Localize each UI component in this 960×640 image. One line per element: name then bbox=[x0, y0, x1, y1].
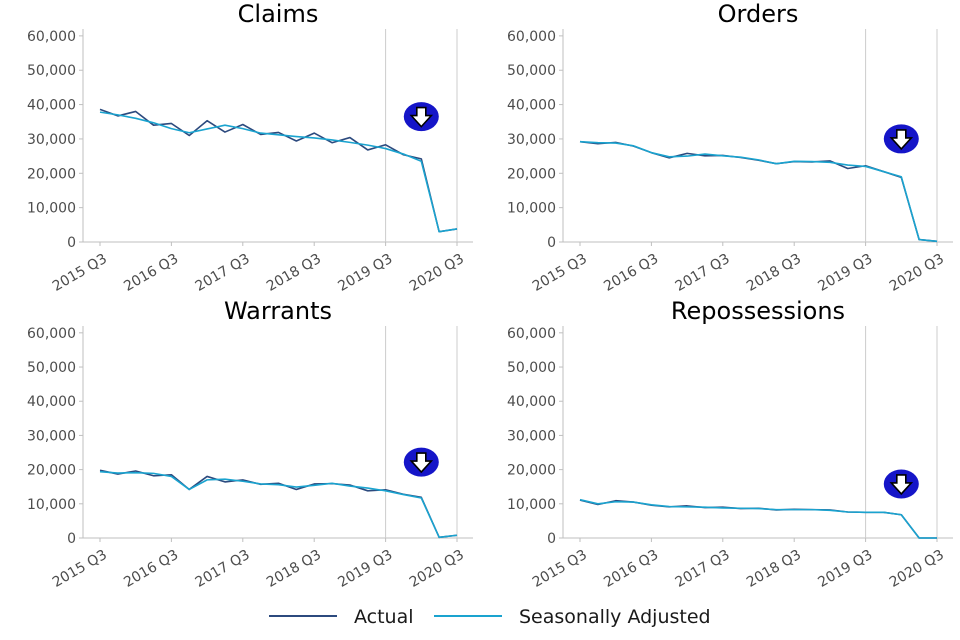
legend-label-seasonally-adjusted: Seasonally Adjusted bbox=[519, 606, 711, 628]
y-tick-label-claims-50000: 50,000 bbox=[27, 63, 76, 79]
y-tick-label-claims-0: 0 bbox=[67, 235, 76, 251]
y-tick-label-orders-50000: 50,000 bbox=[507, 63, 556, 79]
x-tick-label-claims-2020-q3: 2020 Q3 bbox=[407, 251, 467, 295]
panel-warrants: Warrants 0 10,000 20,000 30,000 40,000 50,000 6… bbox=[27, 297, 473, 591]
y-tick-label-warrants-60000: 60,000 bbox=[27, 326, 76, 342]
y-tick-label-claims-60000: 60,000 bbox=[27, 29, 76, 45]
series-line-claims-seasonally-adjusted bbox=[99, 111, 458, 233]
x-tick-label-warrants-2019-q3: 2019 Q3 bbox=[335, 547, 395, 591]
y-tick-label-repossessions-50000: 50,000 bbox=[507, 360, 556, 376]
y-tick-label-warrants-50000: 50,000 bbox=[27, 360, 76, 376]
y-tick-label-repossessions-30000: 30,000 bbox=[507, 428, 556, 444]
y-tick-label-orders-60000: 60,000 bbox=[507, 29, 556, 45]
y-tick-label-orders-20000: 20,000 bbox=[507, 166, 556, 182]
y-tick-label-claims-30000: 30,000 bbox=[27, 132, 76, 148]
x-tick-label-claims-2017-q3: 2017 Q3 bbox=[193, 251, 253, 295]
legend: Actual Seasonally Adjusted bbox=[269, 606, 711, 628]
x-tick-label-claims-2019-q3: 2019 Q3 bbox=[335, 251, 395, 295]
chart-panels: Claims 0 10,000 20,000 30,000 40,000 50,000 60,… bbox=[27, 0, 953, 591]
y-tick-label-warrants-20000: 20,000 bbox=[27, 463, 76, 479]
series-line-orders-seasonally-adjusted bbox=[579, 140, 938, 243]
x-tick-label-claims-2018-q3: 2018 Q3 bbox=[264, 251, 324, 295]
y-tick-label-repossessions-0: 0 bbox=[547, 531, 556, 547]
x-tick-label-orders-2018-q3: 2018 Q3 bbox=[744, 251, 804, 295]
x-tick-label-repossessions-2020-q3: 2020 Q3 bbox=[887, 547, 947, 591]
down-arrow-icon bbox=[883, 124, 919, 154]
x-tick-label-orders-2019-q3: 2019 Q3 bbox=[815, 251, 875, 295]
panel-title-orders: Orders bbox=[718, 0, 799, 28]
legend-label-actual: Actual bbox=[354, 606, 414, 628]
y-tick-label-warrants-0: 0 bbox=[67, 531, 76, 547]
x-tick-label-warrants-2017-q3: 2017 Q3 bbox=[193, 547, 253, 591]
series-line-repossessions-seasonally-adjusted bbox=[579, 498, 937, 539]
y-tick-label-repossessions-60000: 60,000 bbox=[507, 326, 556, 342]
y-tick-label-orders-0: 0 bbox=[547, 235, 556, 251]
x-tick-label-warrants-2015-q3: 2015 Q3 bbox=[50, 547, 110, 591]
x-tick-label-repossessions-2016-q3: 2016 Q3 bbox=[601, 547, 661, 591]
x-tick-label-claims-2015-q3: 2015 Q3 bbox=[50, 251, 110, 295]
y-tick-label-repossessions-40000: 40,000 bbox=[507, 394, 556, 410]
y-tick-label-orders-40000: 40,000 bbox=[507, 98, 556, 114]
y-tick-label-claims-10000: 10,000 bbox=[27, 201, 76, 217]
x-tick-label-repossessions-2019-q3: 2019 Q3 bbox=[815, 547, 875, 591]
y-tick-label-claims-40000: 40,000 bbox=[27, 98, 76, 114]
panel-orders: Orders 0 10,000 20,000 30,000 40,000 50,000 60,… bbox=[507, 0, 953, 295]
panel-title-repossessions: Repossessions bbox=[671, 297, 845, 325]
series-line-orders-actual bbox=[579, 140, 938, 243]
x-tick-label-warrants-2016-q3: 2016 Q3 bbox=[121, 547, 181, 591]
panel-claims: Claims 0 10,000 20,000 30,000 40,000 50,000 60,… bbox=[27, 0, 473, 295]
series-line-repossessions-actual bbox=[579, 499, 937, 539]
panel-title-warrants: Warrants bbox=[224, 297, 332, 325]
y-tick-label-orders-10000: 10,000 bbox=[507, 201, 556, 217]
x-tick-label-warrants-2018-q3: 2018 Q3 bbox=[264, 547, 324, 591]
panel-title-claims: Claims bbox=[238, 0, 319, 28]
y-tick-label-orders-30000: 30,000 bbox=[507, 132, 556, 148]
x-tick-label-repossessions-2017-q3: 2017 Q3 bbox=[673, 547, 733, 591]
x-tick-label-warrants-2020-q3: 2020 Q3 bbox=[407, 547, 467, 591]
y-tick-label-repossessions-20000: 20,000 bbox=[507, 463, 556, 479]
x-tick-label-repossessions-2018-q3: 2018 Q3 bbox=[744, 547, 804, 591]
x-tick-label-orders-2017-q3: 2017 Q3 bbox=[673, 251, 733, 295]
x-tick-label-orders-2015-q3: 2015 Q3 bbox=[530, 251, 590, 295]
series-line-claims-actual bbox=[99, 108, 458, 233]
down-arrow-icon-arrow bbox=[889, 129, 914, 151]
x-tick-label-repossessions-2015-q3: 2015 Q3 bbox=[530, 547, 590, 591]
down-arrow-icon bbox=[883, 469, 919, 499]
y-tick-label-warrants-30000: 30,000 bbox=[27, 428, 76, 444]
x-tick-label-claims-2016-q3: 2016 Q3 bbox=[121, 251, 181, 295]
down-arrow-icon bbox=[403, 447, 439, 477]
down-arrow-icon-arrow bbox=[409, 106, 434, 128]
x-tick-label-orders-2020-q3: 2020 Q3 bbox=[887, 251, 947, 295]
series-line-warrants-seasonally-adjusted bbox=[99, 470, 458, 539]
x-tick-label-orders-2016-q3: 2016 Q3 bbox=[601, 251, 661, 295]
panel-repossessions: Repossessions 0 10,000 20,000 30,000 40,000 50… bbox=[507, 297, 953, 591]
y-tick-label-repossessions-10000: 10,000 bbox=[507, 497, 556, 513]
down-arrow-icon-arrow bbox=[409, 452, 434, 474]
down-arrow-icon bbox=[403, 102, 439, 132]
y-tick-label-warrants-10000: 10,000 bbox=[27, 497, 76, 513]
y-tick-label-claims-20000: 20,000 bbox=[27, 166, 76, 182]
down-arrow-icon-arrow bbox=[889, 474, 914, 496]
y-tick-label-warrants-40000: 40,000 bbox=[27, 394, 76, 410]
series-line-warrants-actual bbox=[99, 469, 458, 539]
